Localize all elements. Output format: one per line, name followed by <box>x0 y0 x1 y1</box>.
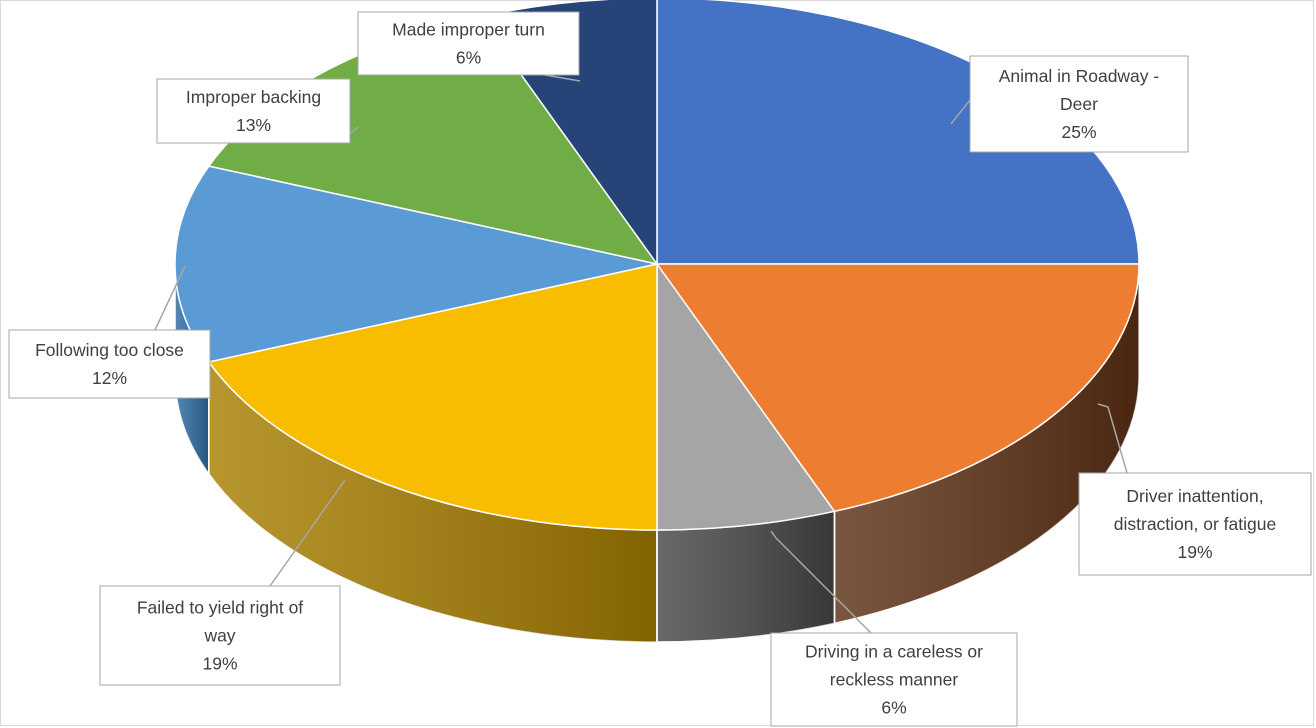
label-driver-inattention-distraction-or-fatigue-value: 19% <box>1177 542 1212 562</box>
label-failed-to-yield-right-of-way-name-line: way <box>203 626 235 646</box>
label-made-improper-turn-value: 6% <box>456 48 481 68</box>
label-failed-to-yield-right-of-way-box <box>99 585 341 686</box>
label-animal-in-roadway-deer-value: 25% <box>1061 122 1096 142</box>
label-following-too-close: Following too close 12% <box>35 340 184 388</box>
label-improper-backing: Improper backing 13% <box>186 87 321 135</box>
label-driving-in-a-careless-or-reckless-manner-box <box>770 632 1018 727</box>
label-driver-inattention-distraction-or-fatigue: Driver inattention, distraction, or fatig… <box>1114 486 1276 562</box>
slice-side-driver-inattention-distraction-or-fatigue-shade <box>834 264 1139 624</box>
label-driver-inattention-distraction-or-fatigue-name-line: Driver inattention, <box>1126 486 1263 506</box>
label-improper-backing-value: 13% <box>236 115 271 135</box>
label-driver-inattention-distraction-or-fatigue-name-line: distraction, or fatigue <box>1114 514 1276 534</box>
slice-failed-to-yield-right-of-way <box>207 263 658 531</box>
label-following-too-close-name-line: Following too close <box>35 340 184 360</box>
label-animal-in-roadway-deer-name-line: Deer <box>1060 94 1098 114</box>
label-made-improper-turn-name-line: Made improper turn <box>392 20 545 40</box>
label-failed-to-yield-right-of-way-leader <box>269 479 346 587</box>
label-animal-in-roadway-deer-leader <box>950 99 971 125</box>
label-driving-in-a-careless-or-reckless-manner-value: 6% <box>881 698 906 718</box>
label-failed-to-yield-right-of-way: Failed to yield right of way 19% <box>137 598 303 674</box>
label-driving-in-a-careless-or-reckless-manner-leader <box>770 530 872 634</box>
label-improper-backing-box <box>156 78 351 144</box>
label-following-too-close-leader <box>154 265 186 331</box>
label-animal-in-roadway-deer: Animal in Roadway - Deer 25% <box>999 66 1160 142</box>
slice-side-failed-to-yield-right-of-way-shade <box>208 361 658 642</box>
label-driving-in-a-careless-or-reckless-manner-name-line: Driving in a careless or <box>805 642 983 662</box>
slice-side-driving-in-a-careless-or-reckless-manner-shade <box>657 511 835 642</box>
slice-driver-inattention-distraction-or-fatigue <box>655 263 1140 513</box>
label-driving-in-a-careless-or-reckless-manner: Driving in a careless or reckless manner 6… <box>805 642 983 718</box>
label-following-too-close-value: 12% <box>92 368 127 388</box>
label-driver-inattention-distraction-or-fatigue-box <box>1078 472 1312 576</box>
label-made-improper-turn-leader <box>544 74 581 82</box>
slice-driving-in-a-careless-or-reckless-manner <box>656 261 836 531</box>
label-made-improper-turn-box <box>357 11 580 76</box>
label-failed-to-yield-right-of-way-value: 19% <box>202 654 237 674</box>
label-animal-in-roadway-deer-box <box>969 55 1189 153</box>
label-animal-in-roadway-deer-name-line: Animal in Roadway - <box>999 66 1160 86</box>
label-driving-in-a-careless-or-reckless-manner-name-line: reckless manner <box>830 670 959 690</box>
label-failed-to-yield-right-of-way-name-line: Failed to yield right of <box>137 598 303 618</box>
label-following-too-close-box <box>8 329 211 399</box>
label-improper-backing-name-line: Improper backing <box>186 87 321 107</box>
label-driver-inattention-distraction-or-fatigue-leader <box>1097 403 1128 474</box>
label-made-improper-turn: Made improper turn 6% <box>392 20 545 68</box>
